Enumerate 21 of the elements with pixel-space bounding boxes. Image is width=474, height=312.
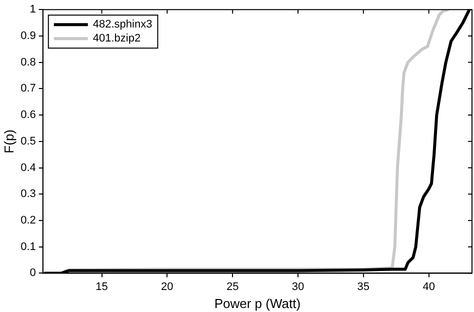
x-tick-label: 40 — [422, 280, 435, 293]
y-tick-label: 0.6 — [20, 109, 36, 122]
y-tick-label: 0.5 — [20, 135, 36, 148]
legend-label: 401.bzip2 — [92, 32, 141, 45]
y-tick-label: 0.1 — [20, 240, 36, 253]
x-axis-title: Power p (Watt) — [214, 296, 301, 311]
y-tick-label: 0.8 — [20, 56, 36, 68]
y-tick-label: 0.3 — [20, 188, 36, 200]
x-tick-label: 20 — [161, 280, 174, 293]
y-tick-label: 0.9 — [20, 30, 36, 42]
y-tick-label: 0.7 — [20, 82, 36, 95]
y-tick-label: 0.2 — [20, 214, 36, 227]
y-axis-title: F(p) — [1, 129, 16, 154]
y-tick-label: 1 — [30, 4, 36, 16]
x-tick-label: 25 — [226, 280, 239, 293]
x-tick-label: 30 — [292, 280, 304, 293]
x-tick-label: 15 — [96, 280, 108, 293]
legend-label: 482.sphinx3 — [92, 18, 152, 31]
y-tick-label: 0.4 — [20, 162, 36, 174]
y-tick-label: 0 — [30, 267, 36, 280]
x-tick-label: 35 — [357, 280, 370, 293]
